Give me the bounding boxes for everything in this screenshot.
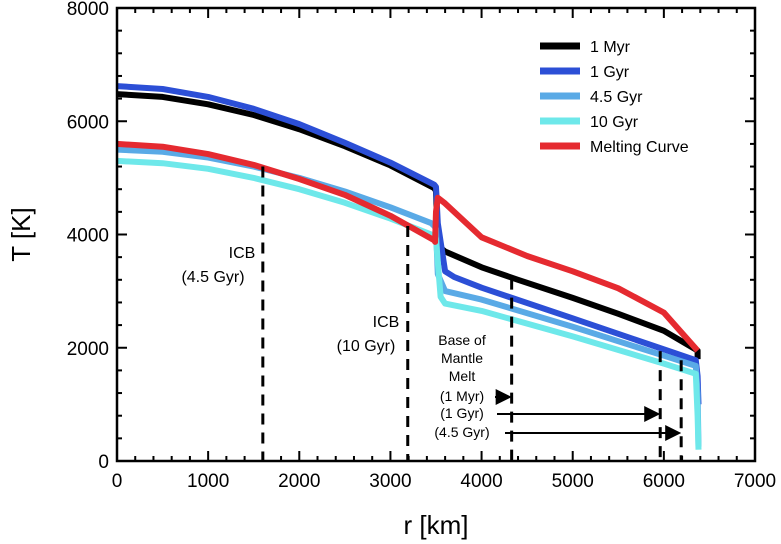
y-tick-label: 2000 <box>67 339 109 360</box>
icb-4.5gyr-label-line2: (4.5 Gyr) <box>181 269 244 286</box>
legend-label: 1 Myr <box>590 39 631 56</box>
x-tick-label: 4000 <box>460 471 502 492</box>
legend-label: 10 Gyr <box>590 114 639 131</box>
y-tick-label: 0 <box>98 452 109 473</box>
mantle-melt-label-line1: Base of <box>438 332 486 348</box>
plot-frame <box>115 6 757 463</box>
y-tick-label: 6000 <box>67 112 109 133</box>
mantle-melt-label-line3: Melt <box>449 368 476 384</box>
legend-label: 1 Gyr <box>590 64 630 81</box>
icb-10gyr-label-line1: ICB <box>373 314 400 331</box>
x-axis-title: r [km] <box>404 510 469 540</box>
x-tick-label: 2000 <box>278 471 320 492</box>
icb-10gyr-label-line2: (10 Gyr) <box>337 338 396 355</box>
mantle-melt-4.5gyr-label: (4.5 Gyr) <box>434 424 489 440</box>
x-tick-label: 3000 <box>369 471 411 492</box>
legend-label: 4.5 Gyr <box>590 89 643 106</box>
y-tick-label: 8000 <box>67 0 109 20</box>
x-tick-label: 7000 <box>734 471 776 492</box>
y-tick-label: 4000 <box>67 226 109 247</box>
mantle-melt-1gyr-label: (1 Gyr) <box>440 405 484 421</box>
x-tick-label: 6000 <box>643 471 685 492</box>
x-tick-label: 1000 <box>187 471 229 492</box>
series-line-melting-curve <box>116 140 700 353</box>
legend: 1 Myr 1 Gyr 4.5 Gyr 10 Gyr Melting Curve <box>540 39 689 156</box>
y-axis-title: T [K] <box>6 207 36 261</box>
x-tick-label: 5000 <box>552 471 594 492</box>
x-tick-label: 0 <box>112 471 123 492</box>
mantle-melt-label-line2: Mantle <box>441 350 483 366</box>
mantle-melt-1myr-label: (1 Myr) <box>440 388 484 404</box>
icb-4.5gyr-label-line1: ICB <box>229 245 256 262</box>
legend-label: Melting Curve <box>590 139 689 156</box>
